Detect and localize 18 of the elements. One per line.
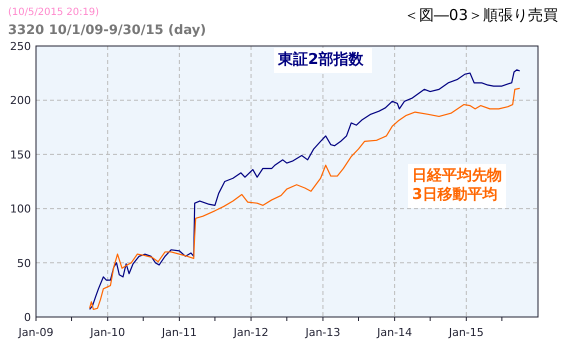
x-tick-label: Jan-14 [376,326,412,339]
x-tick-label: Jan-12 [232,326,269,339]
x-tick-label: Jan-11 [160,326,197,339]
y-tick-label: 100 [10,202,31,216]
chart-title: ＜図―03＞順張り売買 [404,6,558,24]
text: 日経平均先物 3日移動平均 [412,166,502,203]
x-tick-label: Jan-10 [89,326,126,339]
x-tick-label: Jan-15 [448,326,484,339]
y-tick-label: 250 [10,40,31,53]
y-tick-label: 50 [17,256,31,270]
x-tick-label: Jan-13 [304,326,340,339]
y-tick-label: 150 [10,148,31,162]
text: (10/5/2015 20:19) [8,7,100,18]
y-tick-label: 0 [24,311,31,324]
text: 東証2部指数 [277,50,364,68]
x-tick-label: Jan-09 [18,326,54,339]
chart-subtitle: 3320 10/1/09-9/30/15 (day) [8,23,206,38]
y-tick-label: 200 [10,94,31,108]
